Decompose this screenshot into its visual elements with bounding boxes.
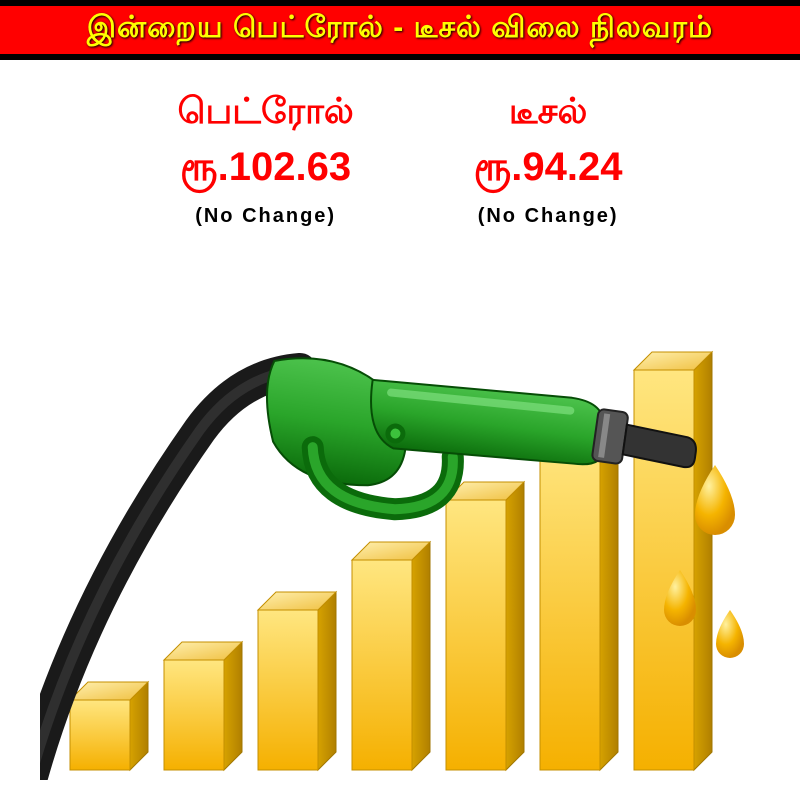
petrol-price: ரூ.102.63 — [177, 145, 353, 195]
fuel-infographic — [40, 300, 760, 780]
diesel-block: டீசல் ரூ.94.24 (No Change) — [474, 90, 623, 228]
prices-row: பெட்ரோல் ரூ.102.63 (No Change) டீசல் ரூ.… — [0, 90, 800, 228]
header-title: இன்றைய பெட்ரோல் - டீசல் விலை நிலவரம் — [87, 11, 713, 49]
petrol-block: பெட்ரோல் ரூ.102.63 (No Change) — [177, 90, 353, 228]
petrol-label: பெட்ரோல் — [177, 90, 353, 137]
diesel-label: டீசல் — [474, 90, 623, 137]
diesel-note: (No Change) — [474, 205, 623, 228]
header-bar: இன்றைய பெட்ரோல் - டீசல் விலை நிலவரம் — [0, 0, 800, 60]
petrol-note: (No Change) — [177, 205, 353, 228]
diesel-price: ரூ.94.24 — [474, 145, 623, 195]
